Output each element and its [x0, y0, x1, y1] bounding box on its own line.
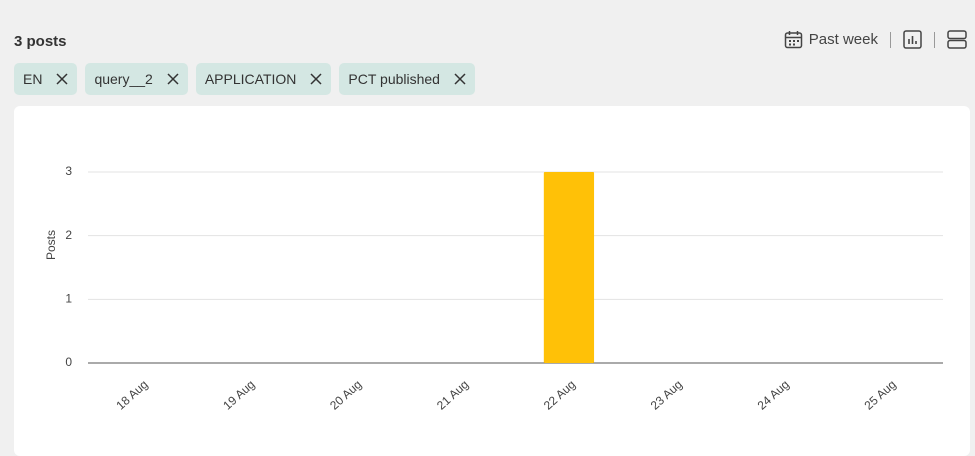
chart-card: Posts 0 1 2 3 18 Aug 19 Aug 20 Aug 21 Aug 22 Aug…	[14, 106, 970, 456]
period-picker[interactable]: Past week	[784, 30, 878, 49]
remove-filter-button[interactable]	[454, 73, 466, 85]
filter-chip: APPLICATION	[195, 63, 332, 95]
filter-chip: query__2	[85, 63, 188, 95]
remove-filter-button[interactable]	[310, 73, 322, 85]
bar	[543, 172, 595, 363]
filter-chip: EN	[14, 63, 78, 95]
x-tick-label: 22 Aug	[541, 377, 578, 412]
list-view-button[interactable]	[947, 30, 967, 49]
remove-filter-button[interactable]	[56, 73, 68, 85]
toolbar: Past week	[784, 30, 967, 49]
chart-view-button[interactable]	[903, 30, 922, 49]
page: 3 posts EN query__2 APPLICATION PCT publish…	[14, 30, 970, 456]
separator	[890, 31, 891, 48]
x-tick-label: 20 Aug	[327, 377, 364, 412]
filter-label: PCT published	[348, 71, 440, 87]
x-tick-label: 23 Aug	[648, 377, 685, 412]
filter-label: query__2	[94, 71, 153, 87]
filter-label: APPLICATION	[204, 71, 297, 87]
post-count: 3 posts	[14, 33, 67, 50]
y-tick-label: 3	[65, 164, 72, 178]
filter-list: EN query__2 APPLICATION PCT published	[14, 63, 475, 95]
x-tick-label: 19 Aug	[220, 377, 257, 412]
period-label: Past week	[808, 31, 878, 48]
chart: Posts 0 1 2 3 18 Aug 19 Aug 20 Aug 21 Aug 22 Aug…	[44, 164, 943, 413]
y-tick-label: 2	[65, 228, 72, 242]
filter-label: EN	[23, 71, 43, 87]
x-tick-label: 21 Aug	[434, 377, 471, 412]
remove-filter-button[interactable]	[167, 73, 179, 85]
x-tick-label: 24 Aug	[755, 377, 792, 412]
filter-chip: PCT published	[339, 63, 475, 95]
separator	[934, 31, 935, 48]
calendar-icon	[784, 31, 803, 49]
x-tick-label: 18 Aug	[113, 377, 150, 412]
y-axis-label: Posts	[44, 230, 58, 260]
y-tick-label: 1	[65, 292, 72, 306]
x-tick-label: 25 Aug	[862, 377, 899, 412]
y-tick-label: 0	[65, 355, 72, 369]
